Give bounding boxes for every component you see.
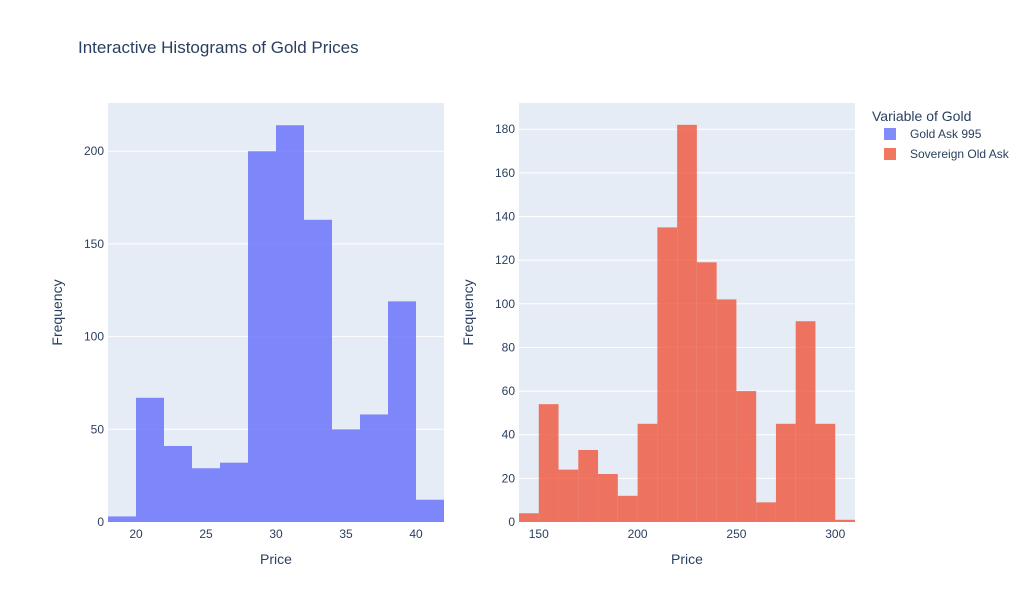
left-x-tick-label: 35 <box>339 527 353 541</box>
left-histogram-bar[interactable] <box>332 429 360 522</box>
right-y-tick-label: 40 <box>502 428 516 442</box>
right-histogram-bar[interactable] <box>677 124 697 523</box>
left-x-tick-label: 20 <box>129 527 143 541</box>
legend-swatch-sovereign-old-ask <box>884 148 896 160</box>
left-y-tick-label: 150 <box>84 237 104 251</box>
right-y-tick-label: 160 <box>495 166 515 180</box>
right-y-tick-label: 60 <box>502 384 516 398</box>
legend-swatch-gold-ask-995 <box>884 128 896 140</box>
right-x-tick-label: 150 <box>529 527 549 541</box>
legend-label-sovereign-old-ask: Sovereign Old Ask <box>910 147 1010 161</box>
legend-title: Variable of Gold <box>872 108 971 124</box>
right-y-tick-label: 80 <box>502 340 516 354</box>
left-histogram-bar[interactable] <box>304 219 332 522</box>
legend-label-gold-ask-995: Gold Ask 995 <box>910 127 982 141</box>
right-histogram-bar[interactable] <box>795 321 816 522</box>
right-histogram-bar[interactable] <box>519 513 539 522</box>
right-x-tick-label: 200 <box>628 527 648 541</box>
right-histogram-bar[interactable] <box>756 502 776 522</box>
right-histogram-bar[interactable] <box>657 227 678 522</box>
left-x-tick-label: 30 <box>269 527 283 541</box>
right-histogram-bar[interactable] <box>815 423 836 522</box>
left-y-tick-label: 100 <box>84 330 104 344</box>
left-y-tick-label: 200 <box>84 144 104 158</box>
left-histogram-bar[interactable] <box>220 462 248 522</box>
right-histogram-bar[interactable] <box>578 449 599 522</box>
right-y-axis-title: Frequency <box>460 279 476 345</box>
right-y-tick-label: 100 <box>495 297 515 311</box>
left-histogram-bar[interactable] <box>416 499 444 522</box>
right-histogram-panel: 0 20 40 60 80 100 120 140 160 180 150 200 250 300 Pric… <box>460 103 855 567</box>
right-histogram-bar[interactable] <box>736 391 757 522</box>
legend: Variable of Gold Gold Ask 995 Sovereign … <box>872 108 1010 161</box>
left-histogram-bar[interactable] <box>248 151 276 522</box>
right-histogram-bar[interactable] <box>775 423 796 522</box>
right-histogram-bar[interactable] <box>558 469 579 522</box>
right-x-tick-label: 250 <box>726 527 746 541</box>
left-x-tick-label: 25 <box>199 527 213 541</box>
legend-item-sovereign-old-ask[interactable]: Sovereign Old Ask <box>884 147 1010 161</box>
right-x-axis-title: Price <box>671 551 703 567</box>
left-histogram-bar[interactable] <box>388 301 416 522</box>
right-histogram-bar[interactable] <box>538 404 559 522</box>
left-histogram-bar[interactable] <box>192 468 220 522</box>
right-histogram-bar[interactable] <box>598 473 618 522</box>
right-y-tick-label: 120 <box>495 253 515 267</box>
right-y-tick-label: 140 <box>495 209 515 223</box>
right-histogram-bar[interactable] <box>696 262 717 522</box>
left-histogram-bar[interactable] <box>108 516 136 522</box>
right-x-tick-label: 300 <box>825 527 845 541</box>
left-y-axis-title: Frequency <box>49 279 65 345</box>
left-histogram-panel: 0 50 100 150 200 20 25 30 35 40 Price Frequency <box>49 103 444 567</box>
left-x-tick-label: 40 <box>409 527 423 541</box>
left-histogram-bar[interactable] <box>136 397 164 522</box>
right-y-tick-label: 0 <box>508 515 515 529</box>
right-histogram-bar[interactable] <box>637 423 658 522</box>
left-histogram-bar[interactable] <box>276 125 304 522</box>
left-histogram-bar[interactable] <box>164 445 192 522</box>
left-y-tick-label: 0 <box>97 515 104 529</box>
right-y-tick-label: 180 <box>495 122 515 136</box>
left-x-axis-title: Price <box>260 551 292 567</box>
chart-title: Interactive Histograms of Gold Prices <box>78 38 359 57</box>
right-histogram-bar[interactable] <box>716 299 737 522</box>
left-histogram-bar[interactable] <box>360 414 388 522</box>
right-histogram-bar[interactable] <box>617 495 638 522</box>
legend-item-gold-ask-995[interactable]: Gold Ask 995 <box>884 127 982 141</box>
right-y-tick-label: 20 <box>502 471 516 485</box>
left-y-tick-label: 50 <box>91 422 105 436</box>
right-histogram-bar[interactable] <box>835 519 855 522</box>
